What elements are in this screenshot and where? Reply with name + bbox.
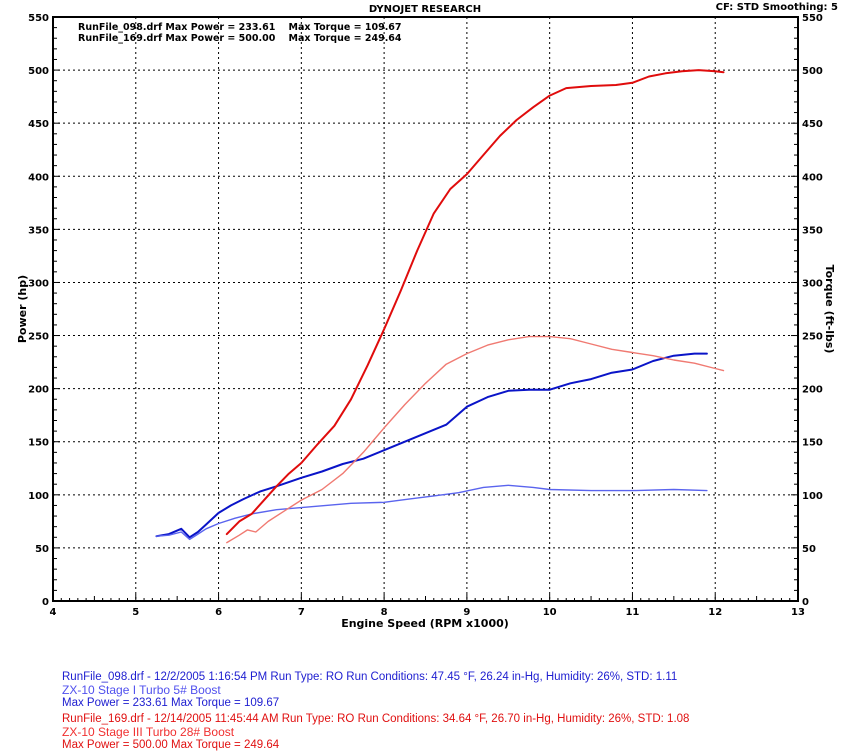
- y2-tick-label-550: 550: [802, 13, 823, 24]
- x-tick-label-6: 6: [215, 607, 222, 618]
- curves: [155, 69, 725, 544]
- x-tick-label-5: 5: [132, 607, 139, 618]
- run-info-run098: RunFile_098.drf - 12/2/2005 1:16:54 PM R…: [62, 671, 842, 710]
- y2-tick-label-400: 400: [802, 172, 823, 183]
- run169-description: ZX-10 Stage III Turbo 28# Boost: [62, 725, 235, 739]
- y2-tick-label-0: 0: [802, 597, 809, 608]
- chart-title: DYNOJET RESEARCH: [369, 4, 481, 15]
- grid: [53, 17, 798, 601]
- y2-tick-label-200: 200: [802, 385, 823, 396]
- legend-line-run098: RunFile_098.drf Max Power = 233.61 Max T…: [78, 22, 402, 33]
- y-axis-title: Power (hp): [16, 275, 29, 343]
- cf-smoothing-label: CF: STD Smoothing: 5: [716, 2, 838, 13]
- y2-tick-label-250: 250: [802, 332, 823, 343]
- x-tick-label-12: 12: [708, 607, 722, 618]
- y-tick-label-450: 450: [28, 119, 49, 130]
- x-tick-label-11: 11: [625, 607, 639, 618]
- run169-max-values: Max Power = 500.00 Max Torque = 249.64: [62, 739, 280, 751]
- plot-frame: [52, 16, 799, 602]
- y2-tick-label-50: 50: [802, 544, 816, 555]
- x-axis-title: Engine Speed (RPM x1000): [341, 617, 509, 630]
- x-tick-label-13: 13: [791, 607, 805, 618]
- run098-description: ZX-10 Stage I Turbo 5# Boost: [62, 683, 221, 697]
- run-info-run169: RunFile_169.drf - 12/14/2005 11:45:44 AM…: [62, 713, 842, 752]
- y-tick-label-50: 50: [35, 544, 49, 555]
- y2-tick-label-500: 500: [802, 66, 823, 77]
- run-info-panel: RunFile_098.drf - 12/2/2005 1:16:54 PM R…: [62, 671, 842, 755]
- y-tick-label-250: 250: [28, 332, 49, 343]
- x-tick-label-7: 7: [298, 607, 305, 618]
- run098-max-values: Max Power = 233.61 Max Torque = 109.67: [62, 697, 280, 709]
- run098-power-curve: [155, 352, 708, 539]
- y2-tick-label-450: 450: [802, 119, 823, 130]
- y2-tick-label-300: 300: [802, 278, 823, 289]
- y2-tick-label-150: 150: [802, 438, 823, 449]
- y-tick-label-400: 400: [28, 172, 49, 183]
- x-tick-label-10: 10: [543, 607, 557, 618]
- legend-line-run169: RunFile_169.drf Max Power = 500.00 Max T…: [78, 33, 402, 44]
- run098-torque-curve: [155, 484, 708, 541]
- y2-axis-title: Torque (ft-lbs): [823, 265, 836, 354]
- y2-tick-label-100: 100: [802, 491, 823, 502]
- y-tick-label-0: 0: [42, 597, 49, 608]
- run169-conditions: RunFile_169.drf - 12/14/2005 11:45:44 AM…: [62, 713, 690, 725]
- y-tick-label-350: 350: [28, 225, 49, 236]
- run169-torque-curve: [226, 335, 725, 544]
- run098-conditions: RunFile_098.drf - 12/2/2005 1:16:54 PM R…: [62, 671, 678, 683]
- x-tick-label-9: 9: [463, 607, 470, 618]
- y-tick-label-300: 300: [28, 278, 49, 289]
- y-tick-label-150: 150: [28, 438, 49, 449]
- x-tick-label-8: 8: [381, 607, 388, 618]
- y-tick-label-500: 500: [28, 66, 49, 77]
- y-tick-label-100: 100: [28, 491, 49, 502]
- y-tick-label-550: 550: [28, 13, 49, 24]
- y2-tick-label-350: 350: [802, 225, 823, 236]
- x-tick-label-4: 4: [50, 607, 57, 618]
- y-tick-label-200: 200: [28, 385, 49, 396]
- run169-power-curve: [225, 69, 725, 536]
